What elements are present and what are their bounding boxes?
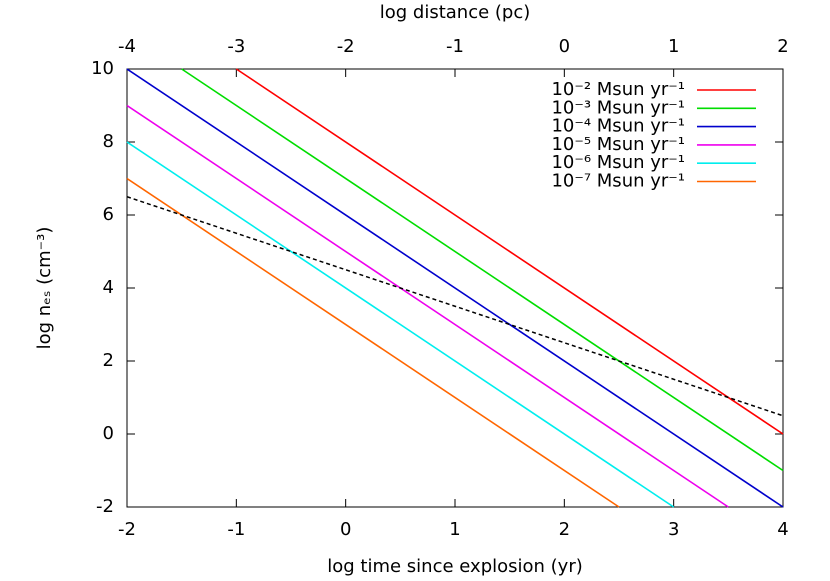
x-tick-label: -2	[118, 519, 136, 540]
series-line	[126, 68, 784, 508]
x2-tick-label: -2	[337, 36, 355, 57]
x-tick-label: 0	[340, 519, 351, 540]
x-tick-label: -1	[227, 519, 245, 540]
y-tick-label: 4	[103, 277, 114, 298]
x-tick-label: 4	[777, 519, 788, 540]
y-tick-label: 0	[103, 423, 114, 444]
series-line	[181, 68, 784, 472]
x-axis-title: log time since explosion (yr)	[327, 556, 583, 577]
series-line	[126, 177, 620, 508]
x2-tick-label: -4	[118, 36, 136, 57]
x-tick-label: 2	[559, 519, 570, 540]
x2-tick-label: 1	[668, 36, 679, 57]
dashed-line	[126, 196, 784, 417]
legend-label: 10⁻² Msun yr⁻¹	[551, 79, 685, 100]
legend-label: 10⁻³ Msun yr⁻¹	[551, 97, 685, 118]
x2-tick-label: 2	[777, 36, 788, 57]
series-line	[235, 68, 784, 435]
x2-axis-title: log distance (pc)	[380, 2, 531, 23]
x-tick-label: 1	[449, 519, 460, 540]
legend-label: 10⁻⁶ Msun yr⁻¹	[551, 152, 685, 173]
y-tick-label: 10	[91, 58, 114, 79]
y-tick-label: 6	[103, 204, 114, 225]
series-line	[126, 141, 675, 508]
x2-tick-label: 0	[559, 36, 570, 57]
y-tick-label: 8	[103, 131, 114, 152]
series-line	[126, 104, 729, 508]
x2-tick-label: -3	[227, 36, 245, 57]
legend-label: 10⁻⁷ Msun yr⁻¹	[551, 171, 685, 192]
x-tick-label: 3	[668, 519, 679, 540]
y-tick-label: 2	[103, 350, 114, 371]
y-tick-label: -2	[96, 496, 114, 517]
legend-label: 10⁻⁵ Msun yr⁻¹	[551, 134, 685, 155]
x2-tick-label: -1	[446, 36, 464, 57]
legend-label: 10⁻⁴ Msun yr⁻¹	[551, 116, 685, 137]
y-axis-title: log nₑₛ (cm⁻³)	[34, 227, 55, 350]
